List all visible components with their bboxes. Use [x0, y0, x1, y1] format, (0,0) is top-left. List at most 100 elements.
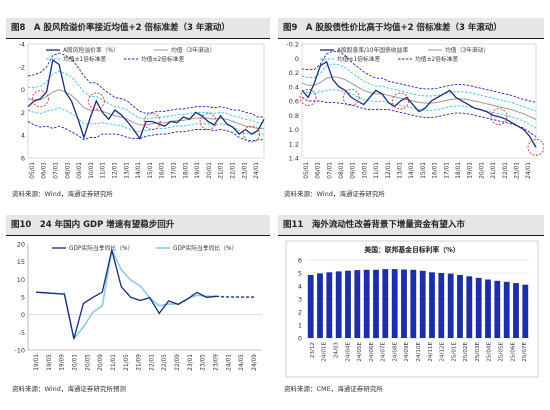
- bar: [391, 269, 398, 338]
- x-tick-label: 15/01: [421, 162, 427, 179]
- x-tick-label: 18/01: [456, 162, 462, 179]
- x-tick-label: 22/09: [175, 354, 181, 371]
- y-tick-label: 4: [21, 132, 25, 140]
- y-tick-label: 0.6: [289, 98, 299, 106]
- legend-label: 均值±1倍标准差: [337, 55, 381, 63]
- y-tick-label: -5: [19, 329, 25, 337]
- x-tick-label: 06/01: [316, 162, 322, 179]
- x-tick-label: 21/09: [137, 354, 143, 371]
- series-line-gdp-1-forecast: [216, 295, 254, 298]
- bar: [457, 275, 463, 338]
- x-tick-label: 24/01: [254, 162, 260, 179]
- panel-fed-rate: 图11 海外流动性改善背景下增量资金有望入市 美国：联邦基金目标利率（%） 0 1 2…: [278, 215, 544, 400]
- legend-label: GDP实际当季同比（%）: [173, 244, 237, 252]
- y-tick-label: -4: [19, 41, 25, 49]
- title-rule: [6, 38, 270, 39]
- x-tick-label: 22/01: [503, 162, 509, 179]
- x-tick-label: 16/01: [160, 162, 166, 179]
- source-note: 资料来源：CME，海通证券研究所: [284, 385, 383, 393]
- x-tick-label: 25/07E: [522, 342, 528, 362]
- highlight-circle: [31, 90, 49, 108]
- title-rule: [278, 38, 544, 39]
- bar: [363, 269, 370, 339]
- x-tick-label: 24/03: [333, 342, 339, 359]
- x-tick-label: 22/05: [162, 354, 168, 371]
- series-line-plus-1sd: [301, 89, 537, 129]
- legend-label: 均值±1倍标准差: [63, 55, 107, 63]
- x-tick-label: 25/06E: [510, 342, 516, 362]
- x-tick-label: 15/01: [148, 162, 154, 179]
- x-tick-label: 14/01: [136, 162, 142, 179]
- bar: [466, 276, 473, 339]
- bar: [373, 269, 379, 339]
- x-tick-label: 23/12: [310, 342, 316, 358]
- x-tick-label: 23/01: [242, 162, 248, 179]
- x-tick-label: 11/01: [101, 162, 107, 179]
- series-line-plus-2sd: [301, 97, 537, 137]
- y-tick-label: 5: [21, 294, 25, 302]
- bar: [401, 269, 407, 338]
- y-tick-label: 0: [295, 55, 299, 63]
- x-tick-label: 12/01: [113, 162, 119, 179]
- y-tick-label: 0: [21, 311, 25, 319]
- y-tick-label: 1.2: [289, 140, 299, 148]
- panel-title: 图9 A 股股债性价比高于均值+2 倍标准差（3 年滚动）: [278, 18, 544, 38]
- x-tick-label: 20/01: [72, 354, 78, 371]
- title-rule: [6, 235, 270, 236]
- highlight-circle: [87, 92, 105, 110]
- x-tick-label: 25/05E: [499, 342, 505, 362]
- x-tick-label: 24/09E: [404, 342, 410, 362]
- source-note: 资料来源：Wind，海通证券研究所: [12, 190, 113, 198]
- x-tick-label: 05/01: [30, 162, 36, 179]
- panel-title: 图8 A 股风险溢价率接近均值+2 倍标准差（3 年滚动）: [6, 18, 270, 38]
- bar: [475, 277, 482, 338]
- y-tick-label: 2: [298, 309, 302, 317]
- y-tick-label: 1: [298, 322, 302, 330]
- bar: [438, 273, 445, 338]
- x-tick-label: 21/01: [111, 354, 117, 371]
- series-line-main: [301, 60, 537, 148]
- x-tick-label: 24/09: [252, 354, 258, 371]
- x-tick-label: 24/01E: [322, 342, 328, 362]
- x-tick-label: 19/09: [60, 354, 66, 371]
- bar: [419, 270, 426, 338]
- bar: [429, 272, 435, 338]
- x-tick-label: 08/01: [65, 162, 71, 179]
- y-tick-label: 15: [17, 258, 25, 266]
- series-line-minus-2sd: [27, 52, 264, 118]
- series-line-main: [27, 58, 265, 141]
- y-tick-label: 0: [21, 86, 25, 94]
- x-tick-label: 25/01E: [451, 342, 457, 362]
- x-tick-label: 23/01: [514, 162, 520, 179]
- x-tick-label: 21/05: [124, 354, 130, 371]
- x-tick-label: 19/01: [34, 354, 40, 371]
- legend-label: 均值±2倍标准差: [141, 55, 185, 63]
- bar: [382, 269, 389, 338]
- highlight-circle: [342, 88, 360, 106]
- x-tick-label: 09/01: [77, 162, 83, 179]
- panel-stock-bond-ratio: 图9 A 股股债性价比高于均值+2 倍标准差（3 年滚动） -0.2 0 0.2 0.…: [278, 18, 544, 198]
- y-tick-label: 0.4: [289, 83, 299, 91]
- x-tick-label: 25/02E: [463, 342, 469, 362]
- bar: [335, 271, 342, 338]
- x-tick-label: 24/07E: [381, 342, 387, 362]
- bar: [317, 273, 323, 338]
- x-tick-label: 10/01: [89, 162, 95, 179]
- bar: [326, 272, 333, 338]
- legend-label: A股风险溢价率（%）: [63, 46, 119, 54]
- panel-risk-premium: 图8 A 股风险溢价率接近均值+2 倍标准差（3 年滚动） -4 -2 0 2 4 6 05…: [6, 18, 270, 198]
- x-tick-label: 24/06E: [369, 342, 375, 362]
- y-tick-label: 0.8: [289, 112, 299, 120]
- x-tick-label: 25/03E: [475, 342, 481, 362]
- source-note: 资料来源：Wind，海通证券研究所: [284, 190, 385, 198]
- x-tick-label: 13/01: [124, 162, 130, 179]
- bar: [494, 280, 501, 338]
- x-tick-label: 23/01: [188, 354, 194, 371]
- x-tick-label: 13/01: [397, 162, 403, 179]
- x-tick-label: 25/04E: [487, 342, 493, 362]
- fed-rate-chart: 美国：联邦基金目标利率（%） 0 1 2 3 4 5 6 23/12 24/01E 24/03 24/…: [285, 240, 539, 378]
- x-tick-label: 21/01: [491, 162, 497, 179]
- x-tick-label: 17/01: [444, 162, 450, 179]
- x-tick-label: 24/11E: [428, 342, 434, 362]
- x-tick-label: 17/01: [172, 162, 178, 179]
